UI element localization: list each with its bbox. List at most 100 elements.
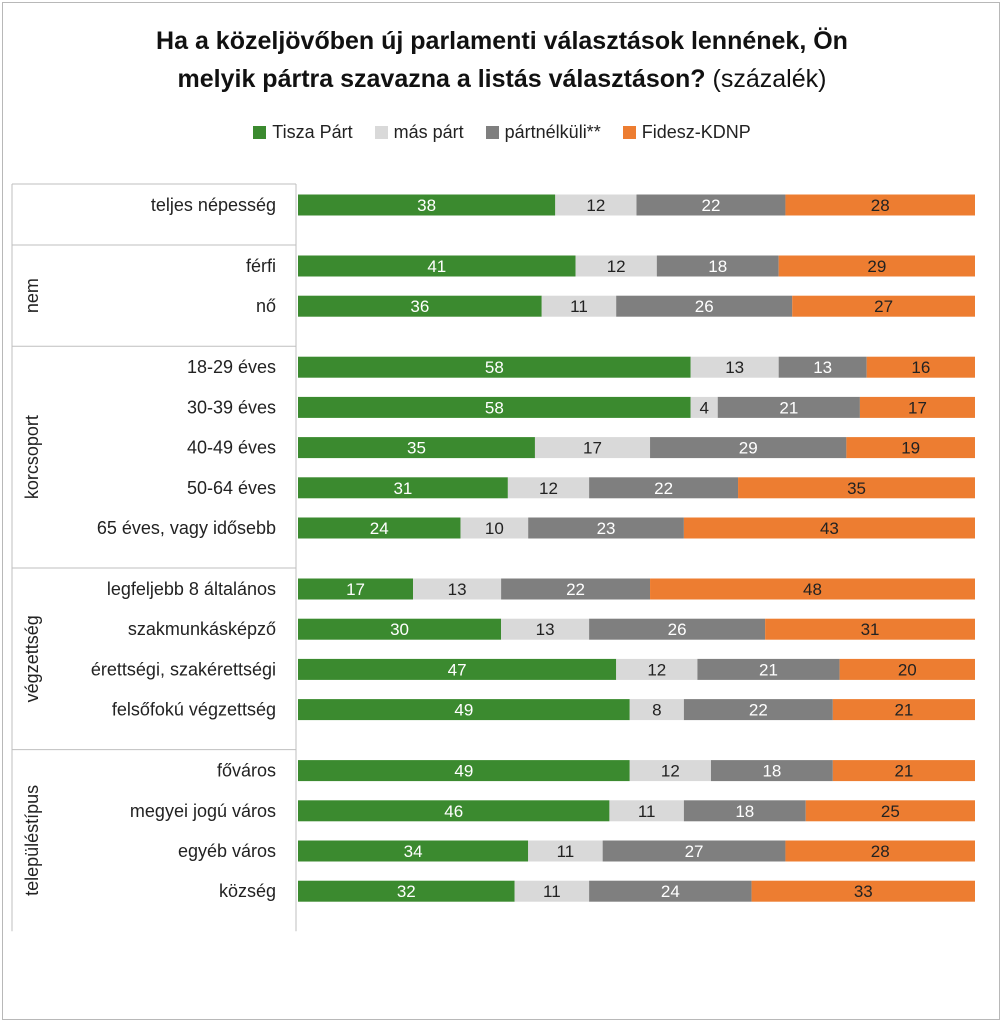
category-label: szakmunkásképző xyxy=(128,619,276,639)
bar-segment xyxy=(785,840,975,862)
bar-segment xyxy=(690,396,718,418)
bar-segment xyxy=(650,437,847,459)
bar-segment xyxy=(298,396,691,418)
data-label: 11 xyxy=(570,297,588,316)
data-label: 21 xyxy=(894,762,913,781)
category-label: 65 éves, vagy idősebb xyxy=(97,518,276,538)
data-label: 58 xyxy=(485,358,504,377)
data-label: 36 xyxy=(410,297,429,316)
data-label: 34 xyxy=(404,842,423,861)
bar-segment xyxy=(805,800,975,822)
bar-segment xyxy=(507,477,590,499)
bar-segment xyxy=(602,840,786,862)
legend-item: pártnélküli** xyxy=(485,122,601,143)
bar-segment xyxy=(298,618,502,640)
legend-label: Fidesz-KDNP xyxy=(641,122,751,142)
bar-segment xyxy=(616,295,793,317)
data-label: 22 xyxy=(702,196,721,215)
data-label: 22 xyxy=(654,479,673,498)
bar-segment xyxy=(298,517,461,539)
bar-segment xyxy=(534,437,651,459)
data-label: 25 xyxy=(881,802,900,821)
data-label: 43 xyxy=(820,519,839,538)
data-label: 21 xyxy=(759,660,778,679)
data-label: 29 xyxy=(867,257,886,276)
chart-title-line-1: Ha a közeljövőben új parlamenti választá… xyxy=(156,27,848,55)
bar-segment xyxy=(859,396,975,418)
bar-segment xyxy=(298,356,691,378)
category-label: megyei jogú város xyxy=(130,801,276,821)
category-label: 50-64 éves xyxy=(187,478,276,498)
bar-segment xyxy=(832,699,975,721)
bar-segment xyxy=(839,658,975,680)
bar-segment xyxy=(629,760,711,782)
bar-segment xyxy=(541,295,617,317)
bar-segment xyxy=(528,517,684,539)
legend-swatch xyxy=(374,126,388,139)
data-label: 49 xyxy=(454,762,473,781)
bar-segment xyxy=(778,356,867,378)
bar-segment xyxy=(298,194,556,216)
data-label: 29 xyxy=(739,439,758,458)
category-label: érettségi, szakérettségi xyxy=(91,659,276,679)
data-label: 31 xyxy=(393,479,412,498)
category-label: nő xyxy=(256,296,276,316)
group-label: korcsoport xyxy=(22,415,42,499)
bar-segment xyxy=(528,840,603,862)
group-label: településtípus xyxy=(22,785,42,896)
bar-segment xyxy=(866,356,975,378)
bar-segment xyxy=(697,658,840,680)
bar-segment xyxy=(717,396,860,418)
data-label: 35 xyxy=(407,439,426,458)
data-label: 13 xyxy=(813,358,832,377)
bar-segment xyxy=(690,356,779,378)
data-label: 33 xyxy=(854,882,873,901)
data-label: 24 xyxy=(661,882,680,901)
category-label: egyéb város xyxy=(178,841,276,861)
data-label: 23 xyxy=(597,519,616,538)
data-label: 32 xyxy=(397,882,416,901)
category-label: község xyxy=(219,881,276,901)
data-label: 22 xyxy=(749,701,768,720)
bar-segment xyxy=(751,880,975,902)
data-label: 26 xyxy=(668,620,687,639)
data-label: 10 xyxy=(485,519,504,538)
bar-segment xyxy=(460,517,529,539)
bar-segment xyxy=(298,295,542,317)
legend-item: Fidesz-KDNP xyxy=(622,122,751,143)
bar-segment xyxy=(298,578,414,600)
bar-segment xyxy=(298,437,535,459)
data-label: 27 xyxy=(874,297,893,316)
data-label: 19 xyxy=(901,439,920,458)
bar-segment xyxy=(589,477,739,499)
legend-label: pártnélküli** xyxy=(504,122,601,142)
data-label: 12 xyxy=(539,479,558,498)
bar-segment xyxy=(501,578,651,600)
category-label: legfeljebb 8 általános xyxy=(107,579,276,599)
data-label: 26 xyxy=(695,297,714,316)
category-label: 18-29 éves xyxy=(187,357,276,377)
bar-segment xyxy=(765,618,975,640)
data-label: 16 xyxy=(911,358,930,377)
data-label: 46 xyxy=(444,802,463,821)
data-label: 48 xyxy=(803,580,822,599)
bar-segment xyxy=(298,840,529,862)
bar-segment xyxy=(792,295,975,317)
data-label: 21 xyxy=(779,398,798,417)
data-label: 17 xyxy=(583,439,602,458)
bar-segment xyxy=(589,880,752,902)
data-label: 49 xyxy=(454,701,473,720)
category-label: 40-49 éves xyxy=(187,438,276,458)
bar-segment xyxy=(656,255,779,277)
data-label: 30 xyxy=(390,620,409,639)
bar-segment xyxy=(298,800,610,822)
chart-title-line-2: melyik pártra szavazna a listás választá… xyxy=(177,65,706,93)
bar-segment xyxy=(785,194,975,216)
data-label: 24 xyxy=(370,519,389,538)
data-label: 12 xyxy=(647,660,666,679)
data-label: 11 xyxy=(543,882,561,901)
data-label: 38 xyxy=(417,196,436,215)
data-label: 28 xyxy=(871,842,890,861)
bar-segment xyxy=(514,880,590,902)
